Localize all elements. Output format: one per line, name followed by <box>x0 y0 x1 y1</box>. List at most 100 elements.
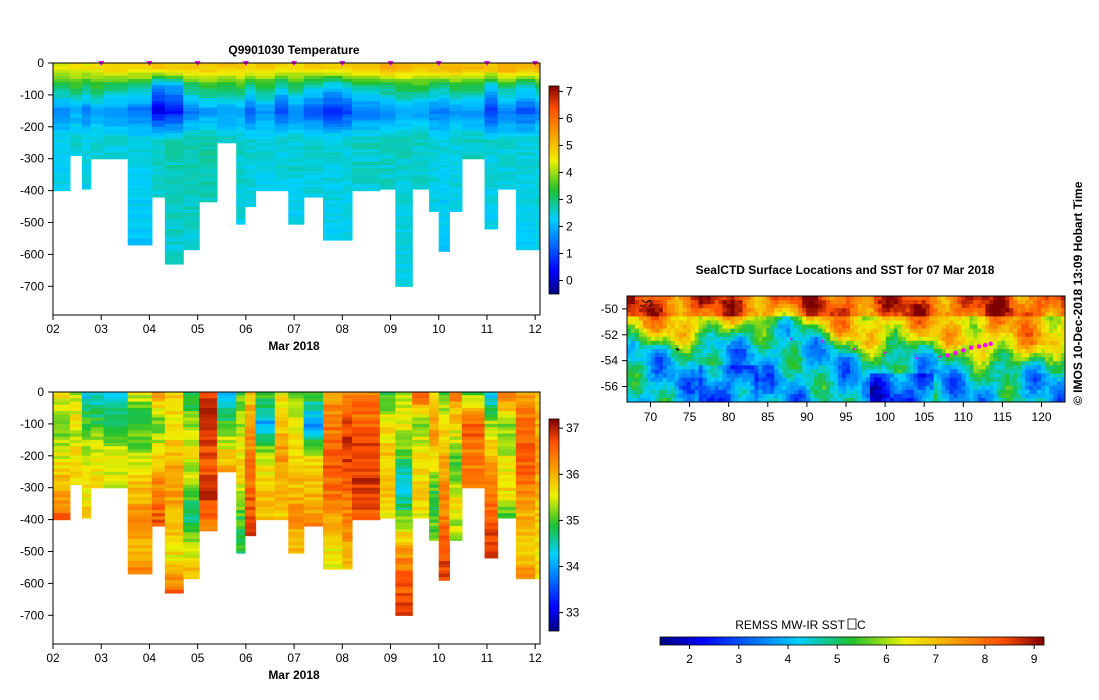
sst-cell <box>842 361 847 366</box>
sst-cell <box>734 340 740 346</box>
temperature-cell <box>236 187 246 192</box>
sst-cell <box>830 385 835 391</box>
temperature-cell <box>274 88 289 93</box>
salinity-cell <box>323 525 343 530</box>
salinity-cell <box>342 564 353 569</box>
salinity-cell <box>53 411 71 415</box>
temperature-cell <box>81 78 92 83</box>
temperature-cell <box>164 184 184 189</box>
sst-cell <box>790 365 795 370</box>
sst-cell <box>893 308 899 313</box>
sst-cell <box>630 316 636 322</box>
sst-cell <box>917 312 923 317</box>
temperature-cell <box>395 181 413 185</box>
temperature-cell <box>151 184 166 189</box>
temperature-cell <box>244 110 257 115</box>
temperature-cell <box>164 181 184 185</box>
temperature-cell <box>351 72 381 77</box>
temperature-cell <box>342 225 353 230</box>
sst-cell <box>842 353 847 358</box>
sst-cell <box>714 365 720 370</box>
salinity-cell <box>303 497 324 502</box>
sst-cell <box>630 365 636 370</box>
temperature-cell <box>515 155 536 160</box>
sst-cell <box>766 365 771 370</box>
sst-cell <box>742 304 748 309</box>
salinity-cell <box>497 392 517 396</box>
temperature-cell <box>484 107 499 112</box>
salinity-cell <box>69 392 83 396</box>
salinity-cell <box>199 433 218 438</box>
temperature-cell <box>449 161 463 166</box>
salinity-cell <box>449 516 463 521</box>
salinity-cell <box>81 503 92 508</box>
temperature-cell <box>199 174 218 179</box>
temperature-cell <box>412 72 430 77</box>
sst-cell <box>746 300 752 305</box>
sst-cell <box>877 353 883 358</box>
sst-cell <box>662 316 668 322</box>
x-tick-label: 11 <box>481 322 494 336</box>
sst-cell <box>838 369 843 375</box>
sst-cell <box>921 316 927 322</box>
sst-cell <box>630 385 636 391</box>
temperature-cell <box>236 133 246 137</box>
temperature-cell <box>53 155 71 160</box>
salinity-cell <box>342 503 353 508</box>
sst-cell <box>670 365 676 370</box>
temperature-cell <box>351 69 381 74</box>
sst-cell <box>794 393 799 399</box>
temperature-cell <box>535 120 540 125</box>
sst-cell <box>806 353 811 358</box>
salinity-cell <box>151 490 166 495</box>
salinity-cell <box>395 414 413 419</box>
sst-cell <box>810 361 815 366</box>
salinity-cell <box>303 503 324 508</box>
temperature-cell <box>303 133 324 137</box>
sst-cell <box>834 385 839 391</box>
temperature-cell <box>449 117 463 122</box>
sst-cell <box>754 332 759 338</box>
salinity-cell <box>255 392 276 396</box>
sst-cell <box>694 369 700 375</box>
temperature-cell <box>183 190 200 195</box>
salinity-cell <box>535 452 540 457</box>
sst-cell <box>846 357 851 362</box>
sst-cell <box>929 377 935 383</box>
temperature-cell <box>497 82 517 86</box>
salinity-cell <box>323 449 343 454</box>
salinity-cell <box>288 439 305 444</box>
temperature-cell <box>53 184 71 189</box>
temperature-cell <box>323 142 343 147</box>
temperature-cell <box>342 184 353 189</box>
temperature-cell <box>323 123 343 128</box>
y-tick-label: -200 <box>20 120 44 134</box>
sst-cell <box>849 385 855 391</box>
salinity-cell <box>183 513 200 518</box>
temperature-cell <box>236 145 246 150</box>
salinity-cell <box>81 465 92 470</box>
temperature-cell <box>515 212 536 217</box>
sst-cell <box>662 393 668 399</box>
temperature-xlabel: Mar 2018 <box>268 339 320 353</box>
sst-cell <box>865 296 871 301</box>
sst-cell <box>814 340 819 346</box>
sst-cell <box>925 304 931 309</box>
temperature-cell <box>288 133 305 137</box>
salinity-cell <box>183 484 200 489</box>
sst-cell <box>658 308 664 313</box>
temperature-cell <box>81 104 92 109</box>
salinity-cell <box>103 468 129 473</box>
salinity-cell <box>199 494 218 498</box>
sst-cell <box>726 332 732 338</box>
salinity-cell <box>497 484 517 489</box>
sst-cell <box>702 328 708 334</box>
salinity-cell <box>151 427 166 431</box>
salinity-cell <box>274 430 289 435</box>
sst-cell <box>662 353 668 358</box>
temperature-cell <box>449 63 463 67</box>
sst-cell <box>822 316 827 322</box>
sst-cell <box>674 296 680 301</box>
sst-cell <box>686 324 692 330</box>
temperature-cell <box>303 66 324 70</box>
